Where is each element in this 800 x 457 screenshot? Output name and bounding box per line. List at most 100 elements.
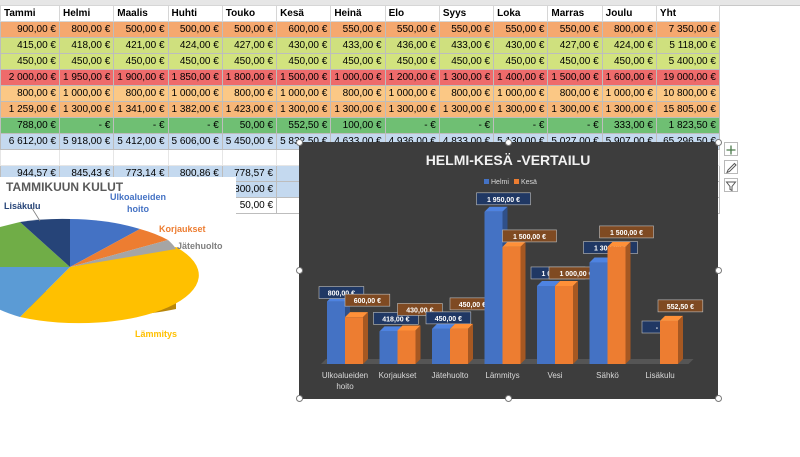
table-cell[interactable]: 450,00 €	[547, 53, 603, 70]
table-cell[interactable]: 1 341,00 €	[113, 101, 169, 118]
table-cell[interactable]: 430,00 €	[276, 37, 332, 54]
table-cell[interactable]: - €	[167, 117, 223, 134]
table-cell[interactable]: 1 800,00 €	[221, 69, 278, 86]
table-cell[interactable]: 450,00 €	[0, 53, 60, 70]
spreadsheet-grid[interactable]: Tammi Helmi Maalis Huhti Touko Kesä Heinä Elo Sy…	[0, 5, 720, 214]
resize-handle-bl[interactable]	[296, 395, 303, 402]
table-cell[interactable]: 1 259,00 €	[0, 101, 60, 118]
table-cell[interactable]: 450,00 €	[221, 53, 278, 70]
table-cell[interactable]: 1 500,00 €	[276, 69, 332, 86]
table-cell[interactable]: 1 300,00 €	[438, 101, 495, 118]
table-cell[interactable]: Marras	[547, 5, 603, 22]
chart-elements-button[interactable]	[724, 142, 738, 156]
table-cell[interactable]: 800,00 €	[0, 85, 60, 102]
table-cell[interactable]	[113, 149, 169, 166]
table-cell[interactable]: Maalis	[113, 5, 169, 22]
resize-handle-tm[interactable]	[505, 139, 512, 146]
table-cell[interactable]: 800,00 €	[113, 85, 169, 102]
table-cell[interactable]: 550,00 €	[330, 21, 386, 38]
bar-chart[interactable]: HELMI-KESÄ -VERTAILU Helmi Kesä 800,00 €600…	[299, 142, 718, 399]
table-cell[interactable]	[221, 149, 278, 166]
table-cell[interactable]: Tammi	[0, 5, 60, 22]
table-cell[interactable]: 1 400,00 €	[493, 69, 549, 86]
resize-handle-ml[interactable]	[296, 267, 303, 274]
table-cell[interactable]: 450,00 €	[276, 53, 332, 70]
table-cell[interactable]: Joulu	[601, 5, 657, 22]
table-cell[interactable]: 1 850,00 €	[167, 69, 223, 86]
table-cell[interactable]: - €	[384, 117, 440, 134]
table-cell[interactable]: 430,00 €	[493, 37, 549, 54]
table-cell[interactable]: 6 612,00 €	[0, 133, 60, 150]
table-cell[interactable]: 421,00 €	[113, 37, 169, 54]
table-cell[interactable]: 550,00 €	[547, 21, 603, 38]
table-cell[interactable]: 450,00 €	[58, 53, 115, 70]
table-cell[interactable]: 1 000,00 €	[276, 85, 332, 102]
table-cell[interactable]: Helmi	[58, 5, 115, 22]
table-cell[interactable]: 1 900,00 €	[113, 69, 169, 86]
table-cell[interactable]: 415,00 €	[0, 37, 60, 54]
table-cell[interactable]: 5 118,00 €	[655, 37, 720, 54]
table-cell[interactable]: 1 000,00 €	[58, 85, 115, 102]
table-cell[interactable]: 550,00 €	[384, 21, 440, 38]
table-cell[interactable]: 552,50 €	[276, 117, 332, 134]
table-cell[interactable]: 5 400,00 €	[655, 53, 720, 70]
table-cell[interactable]: 5 450,00 €	[221, 133, 278, 150]
table-cell[interactable]: 424,00 €	[167, 37, 223, 54]
table-cell[interactable]: 450,00 €	[601, 53, 657, 70]
table-cell[interactable]: 800,00 €	[438, 85, 495, 102]
table-cell[interactable]: 1 200,00 €	[384, 69, 440, 86]
table-cell[interactable]: 450,00 €	[493, 53, 549, 70]
table-cell[interactable]: 1 000,00 €	[384, 85, 440, 102]
table-cell[interactable]	[58, 149, 115, 166]
table-cell[interactable]: 450,00 €	[438, 53, 495, 70]
table-cell[interactable]: 788,00 €	[0, 117, 60, 134]
table-cell[interactable]: Syys	[438, 5, 495, 22]
resize-handle-tr[interactable]	[715, 139, 722, 146]
table-cell[interactable]: - €	[438, 117, 495, 134]
table-cell[interactable]: 1 300,00 €	[384, 101, 440, 118]
table-cell[interactable]: 1 500,00 €	[547, 69, 603, 86]
table-cell[interactable]: 1 423,00 €	[221, 101, 278, 118]
table-cell[interactable]: 2 000,00 €	[0, 69, 60, 86]
table-cell[interactable]: 333,00 €	[601, 117, 657, 134]
resize-handle-bm[interactable]	[505, 395, 512, 402]
table-cell[interactable]: 800,00 €	[58, 21, 115, 38]
table-cell[interactable]: 1 823,50 €	[655, 117, 720, 134]
table-cell[interactable]: 19 000,00 €	[655, 69, 720, 86]
table-cell[interactable]: Yht	[655, 5, 720, 22]
table-cell[interactable]: - €	[58, 117, 115, 134]
table-cell[interactable]: 500,00 €	[221, 21, 278, 38]
table-cell[interactable]: 418,00 €	[58, 37, 115, 54]
table-cell[interactable]: 550,00 €	[438, 21, 495, 38]
table-cell[interactable]: 800,00 €	[330, 85, 386, 102]
table-cell[interactable]: Heinä	[330, 5, 386, 22]
table-cell[interactable]: 450,00 €	[167, 53, 223, 70]
table-cell[interactable]: Loka	[493, 5, 549, 22]
table-cell[interactable]: 427,00 €	[547, 37, 603, 54]
table-cell[interactable]: 50,00 €	[221, 117, 278, 134]
table-cell[interactable]: 5 606,00 €	[167, 133, 223, 150]
resize-handle-tl[interactable]	[296, 139, 303, 146]
table-cell[interactable]: 500,00 €	[167, 21, 223, 38]
table-cell[interactable]: 1 950,00 €	[58, 69, 115, 86]
table-cell[interactable]: Elo	[384, 5, 440, 22]
table-cell[interactable]: 5 918,00 €	[58, 133, 115, 150]
table-cell[interactable]: 450,00 €	[113, 53, 169, 70]
table-cell[interactable]: 600,00 €	[276, 21, 332, 38]
table-cell[interactable]: 800,00 €	[547, 85, 603, 102]
table-cell[interactable]: 1 300,00 €	[493, 101, 549, 118]
table-cell[interactable]: Huhti	[167, 5, 223, 22]
table-cell[interactable]: 436,00 €	[384, 37, 440, 54]
table-cell[interactable]: Kesä	[276, 5, 332, 22]
table-cell[interactable]	[167, 149, 223, 166]
table-cell[interactable]: 800,00 €	[601, 21, 657, 38]
table-cell[interactable]: 450,00 €	[384, 53, 440, 70]
table-cell[interactable]: 1 000,00 €	[601, 85, 657, 102]
pie-chart[interactable]: TAMMIKUUN KULUT Lisäkulu Ulkoalueiden ho…	[0, 177, 236, 370]
table-cell[interactable]: - €	[547, 117, 603, 134]
table-cell[interactable]: 1 000,00 €	[493, 85, 549, 102]
table-cell[interactable]: 433,00 €	[330, 37, 386, 54]
table-cell[interactable]	[0, 149, 60, 166]
table-cell[interactable]: 900,00 €	[0, 21, 60, 38]
table-cell[interactable]: 450,00 €	[330, 53, 386, 70]
